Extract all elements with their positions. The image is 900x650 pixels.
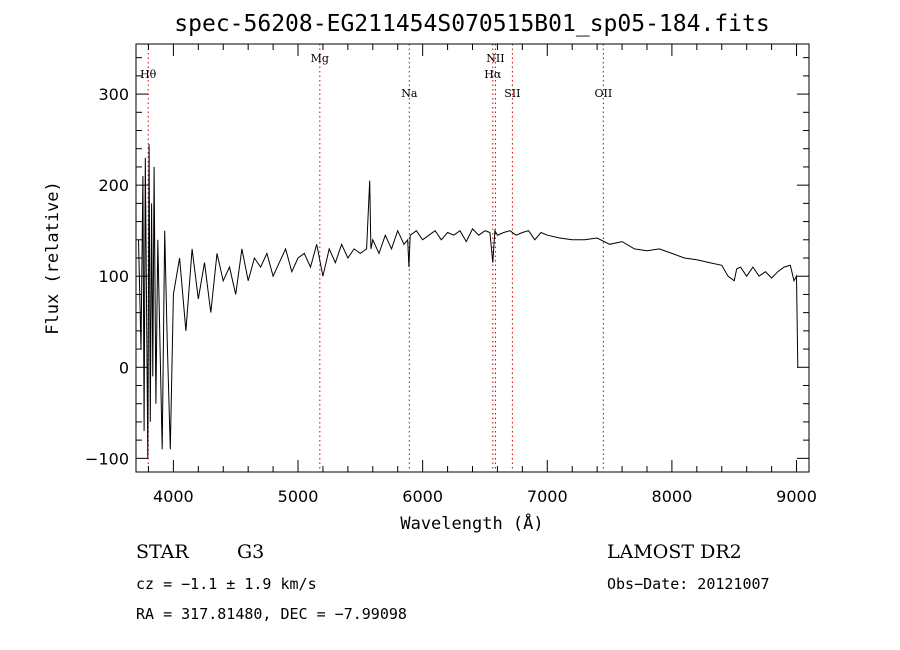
line-label-5: SII	[504, 87, 520, 100]
x-tick-label-2: 6000	[402, 487, 443, 506]
x-axis-ticks: 4000 5000 6000 7000 8000 9000	[147, 44, 817, 506]
line-label-6: OII	[595, 87, 613, 100]
redshift-value: cz = −1.1 ± 1.9 km/s	[136, 575, 317, 593]
line-label-4: Hα	[484, 68, 502, 81]
spectrum-series	[138, 144, 799, 459]
y-tick-label-1: 0	[119, 358, 129, 377]
chart-title: spec-56208-EG211454S070515B01_sp05-184.f…	[174, 11, 769, 37]
y-tick-label-4: 300	[98, 85, 129, 104]
x-tick-label-3: 7000	[527, 487, 568, 506]
x-tick-label-1: 5000	[278, 487, 319, 506]
line-label-2: Na	[401, 87, 418, 100]
x-tick-label-0: 4000	[153, 487, 194, 506]
y-tick-label-0: −100	[85, 449, 129, 468]
plot-frame	[135, 43, 810, 473]
line-label-3: NII	[486, 52, 504, 65]
spectral-subclass: G3	[237, 541, 265, 563]
survey-name: LAMOST DR2	[607, 541, 742, 563]
y-tick-label-3: 200	[98, 176, 129, 195]
y-axis-label: Flux (relative)	[43, 181, 63, 335]
line-label-1: Mg	[311, 52, 329, 65]
observation-date: Obs−Date: 20121007	[607, 575, 770, 593]
sky-coordinates: RA = 317.81480, DEC = −7.99098	[136, 605, 407, 623]
spectrum-line-0	[138, 144, 799, 459]
object-type: STAR	[136, 541, 189, 563]
line-label-0: Hθ	[140, 68, 157, 81]
x-tick-label-5: 9000	[776, 487, 817, 506]
x-tick-label-4: 8000	[652, 487, 693, 506]
y-tick-label-2: 100	[98, 267, 129, 286]
x-axis-label: Wavelength (Å)	[400, 512, 543, 534]
y-axis-ticks: −100 0 100 200 300	[85, 57, 809, 468]
